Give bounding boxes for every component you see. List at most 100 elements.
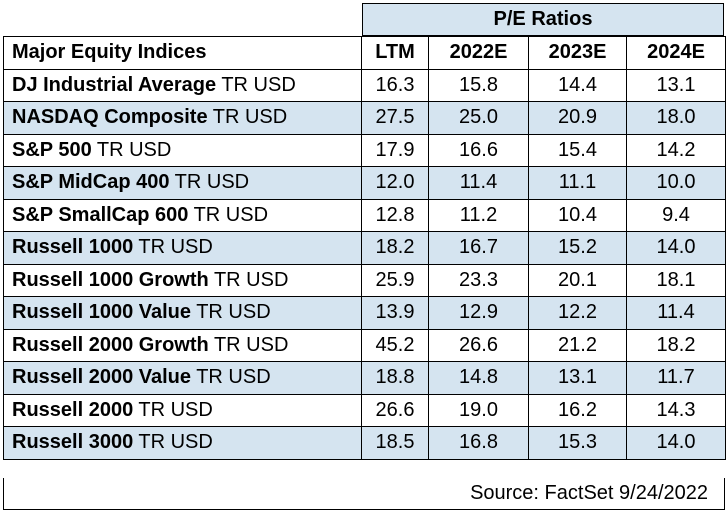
value-cell-2022e: 19.0 bbox=[428, 393, 529, 427]
index-suffix: TR USD bbox=[208, 333, 289, 356]
value-cell-2023e: 20.1 bbox=[528, 263, 627, 297]
column-header-2023e: 2023E bbox=[528, 36, 627, 70]
value-cell-2023e: 15.2 bbox=[528, 231, 627, 265]
value-cell-2023e: 14.4 bbox=[528, 68, 627, 102]
value-cell-2022e: 23.3 bbox=[428, 263, 529, 297]
index-name: DJ Industrial Average bbox=[12, 73, 217, 96]
table-row: Russell 1000 TR USD 18.2 16.7 15.2 14.0 bbox=[3, 231, 726, 265]
value-cell-2024e: 9.4 bbox=[626, 198, 726, 232]
value-cell-2024e: 14.0 bbox=[626, 231, 726, 265]
value-cell-2022e: 25.0 bbox=[428, 101, 529, 135]
index-suffix: TR USD bbox=[191, 366, 271, 389]
value-cell-2024e: 13.1 bbox=[626, 68, 726, 102]
value-cell-2022e: 26.6 bbox=[428, 328, 529, 362]
index-name-cell: Russell 1000 TR USD bbox=[3, 231, 362, 265]
index-name-cell: Russell 2000 Growth TR USD bbox=[3, 328, 362, 362]
value-cell-2022e: 16.7 bbox=[428, 231, 529, 265]
value-cell-2022e: 16.8 bbox=[428, 426, 529, 460]
value-cell-2023e: 21.2 bbox=[528, 328, 627, 362]
column-header-2024e: 2024E bbox=[626, 36, 726, 70]
value-cell-ltm: 16.3 bbox=[361, 68, 429, 102]
value-cell-2023e: 12.2 bbox=[528, 296, 627, 330]
value-cell-2023e: 15.4 bbox=[528, 133, 627, 167]
value-cell-ltm: 13.9 bbox=[361, 296, 429, 330]
column-header-2022e: 2022E bbox=[428, 36, 529, 70]
value-cell-2023e: 11.1 bbox=[528, 166, 627, 200]
pe-ratios-banner: P/E Ratios bbox=[362, 3, 724, 36]
index-name: Russell 3000 bbox=[12, 431, 134, 454]
value-cell-ltm: 12.8 bbox=[361, 198, 429, 232]
table-row: S&P MidCap 400 TR USD 12.0 11.4 11.1 10.0 bbox=[3, 166, 726, 200]
index-name-cell: Russell 1000 Value TR USD bbox=[3, 296, 362, 330]
index-name: S&P SmallCap 600 bbox=[12, 203, 189, 226]
index-name-cell: Russell 2000 TR USD bbox=[3, 393, 362, 427]
table-row: DJ Industrial Average TR USD 16.3 15.8 14.4… bbox=[3, 68, 726, 102]
value-cell-2022e: 11.2 bbox=[428, 198, 529, 232]
value-cell-ltm: 27.5 bbox=[361, 101, 429, 135]
value-cell-2024e: 11.7 bbox=[626, 361, 726, 395]
value-cell-2023e: 13.1 bbox=[528, 361, 627, 395]
table-row: NASDAQ Composite TR USD 27.5 25.0 20.9 18.0 bbox=[3, 101, 726, 135]
value-cell-ltm: 25.9 bbox=[361, 263, 429, 297]
header-row: Major Equity Indices LTM 2022E 2023E 202… bbox=[3, 36, 726, 70]
value-cell-ltm: 18.5 bbox=[361, 426, 429, 460]
index-name-cell: S&P SmallCap 600 TR USD bbox=[3, 198, 362, 232]
index-name: S&P 500 bbox=[12, 138, 92, 161]
value-cell-2024e: 10.0 bbox=[626, 166, 726, 200]
index-name-cell: Russell 2000 Value TR USD bbox=[3, 361, 362, 395]
table-row: S&P 500 TR USD 17.9 16.6 15.4 14.2 bbox=[3, 133, 726, 167]
value-cell-2023e: 20.9 bbox=[528, 101, 627, 135]
value-cell-2024e: 18.1 bbox=[626, 263, 726, 297]
index-suffix: TR USD bbox=[191, 301, 271, 324]
table-row: S&P SmallCap 600 TR USD 12.8 11.2 10.4 9.4 bbox=[3, 198, 726, 232]
table-body: DJ Industrial Average TR USD 16.3 15.8 14.4… bbox=[3, 68, 726, 460]
value-cell-2023e: 16.2 bbox=[528, 393, 627, 427]
index-name: Russell 2000 Growth bbox=[12, 333, 209, 356]
value-cell-2022e: 12.9 bbox=[428, 296, 529, 330]
index-name-cell: Russell 3000 TR USD bbox=[3, 426, 362, 460]
pe-ratio-table: Major Equity Indices LTM 2022E 2023E 202… bbox=[3, 36, 726, 460]
index-name: Russell 1000 Value bbox=[12, 301, 192, 324]
index-suffix: TR USD bbox=[133, 398, 213, 421]
index-name: S&P MidCap 400 bbox=[12, 171, 170, 194]
value-cell-ltm: 26.6 bbox=[361, 393, 429, 427]
column-header-ltm: LTM bbox=[361, 36, 429, 70]
value-cell-2023e: 10.4 bbox=[528, 198, 627, 232]
value-cell-2022e: 11.4 bbox=[428, 166, 529, 200]
index-suffix: TR USD bbox=[216, 73, 296, 96]
source-note: Source: FactSet 9/24/2022 bbox=[3, 478, 725, 510]
table-row: Russell 3000 TR USD 18.5 16.8 15.3 14.0 bbox=[3, 426, 726, 460]
value-cell-2023e: 15.3 bbox=[528, 426, 627, 460]
index-name-cell: S&P 500 TR USD bbox=[3, 133, 362, 167]
value-cell-2024e: 11.4 bbox=[626, 296, 726, 330]
value-cell-ltm: 18.2 bbox=[361, 231, 429, 265]
index-suffix: TR USD bbox=[169, 171, 250, 194]
value-cell-2024e: 18.0 bbox=[626, 101, 726, 135]
index-suffix: TR USD bbox=[188, 203, 269, 226]
table-row: Russell 1000 Value TR USD 13.9 12.9 12.2 11.… bbox=[3, 296, 726, 330]
value-cell-ltm: 45.2 bbox=[361, 328, 429, 362]
value-cell-ltm: 12.0 bbox=[361, 166, 429, 200]
value-cell-2024e: 18.2 bbox=[626, 328, 726, 362]
index-suffix: TR USD bbox=[208, 268, 289, 291]
table-row: Russell 2000 Value TR USD 18.8 14.8 13.1 11.… bbox=[3, 361, 726, 395]
table-row: Russell 2000 TR USD 26.6 19.0 16.2 14.3 bbox=[3, 393, 726, 427]
index-suffix: TR USD bbox=[133, 431, 213, 454]
value-cell-2022e: 14.8 bbox=[428, 361, 529, 395]
index-name-cell: Russell 1000 Growth TR USD bbox=[3, 263, 362, 297]
index-name: NASDAQ Composite bbox=[12, 106, 208, 129]
value-cell-2022e: 15.8 bbox=[428, 68, 529, 102]
column-header-indices: Major Equity Indices bbox=[3, 36, 362, 70]
value-cell-2024e: 14.0 bbox=[626, 426, 726, 460]
value-cell-2022e: 16.6 bbox=[428, 133, 529, 167]
value-cell-ltm: 17.9 bbox=[361, 133, 429, 167]
index-name: Russell 1000 Growth bbox=[12, 268, 209, 291]
value-cell-2024e: 14.2 bbox=[626, 133, 726, 167]
index-name-cell: S&P MidCap 400 TR USD bbox=[3, 166, 362, 200]
index-name-cell: DJ Industrial Average TR USD bbox=[3, 68, 362, 102]
index-suffix: TR USD bbox=[91, 138, 172, 161]
index-name-cell: NASDAQ Composite TR USD bbox=[3, 101, 362, 135]
value-cell-2024e: 14.3 bbox=[626, 393, 726, 427]
index-name: Russell 1000 bbox=[12, 236, 134, 259]
